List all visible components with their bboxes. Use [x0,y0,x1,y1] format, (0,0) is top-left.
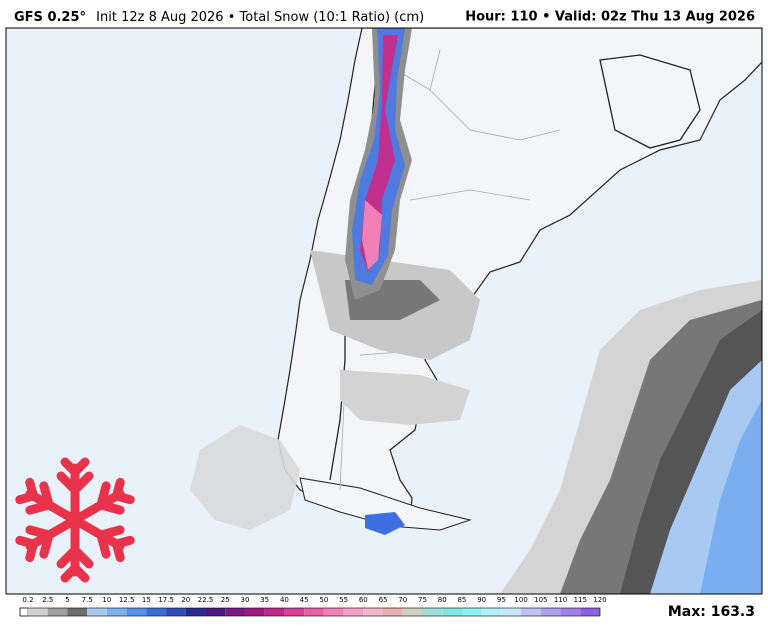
colorbar-swatch [284,608,305,616]
colorbar-swatch [28,608,48,616]
colorbar-swatch [205,608,226,616]
colorbar-swatch [521,608,541,616]
colorbar-label: 100 [514,596,527,604]
colorbar-swatch [540,608,561,616]
snowflake-icon [18,457,132,578]
colorbar-label: 5 [65,596,69,604]
colorbar-label: 110 [554,596,567,604]
colorbar-label: 35 [260,596,269,604]
colorbar-label: 40 [280,596,289,604]
colorbar-label: 70 [398,596,407,604]
colorbar-label: 20 [181,596,190,604]
colorbar-swatch [185,608,206,616]
colorbar-swatch [501,608,522,616]
colorbar-swatch [383,608,403,616]
colorbar-swatch [19,607,29,617]
colorbar-swatch [304,608,324,616]
map-frame [5,27,763,595]
colorbar-swatch [461,608,482,616]
snow-shading [190,28,762,594]
colorbar-label: 95 [497,596,506,604]
colorbar-label: 60 [359,596,368,604]
uruguay [599,54,701,149]
colorbar-label: 75 [418,596,427,604]
valid-time: Hour: 110 • Valid: 02z Thu 13 Aug 2026 [465,10,755,25]
colorbar-label: 30 [241,596,250,604]
colorbar-label: 12.5 [119,596,135,604]
map [6,28,762,594]
colorbar-swatch [402,608,423,616]
colorbar-label: 10 [102,596,111,604]
init-info: Init 12z 8 Aug 2026 • Total Snow (10:1 R… [96,10,424,25]
colorbar-label: 65 [379,596,388,604]
colorbar-label: 25 [221,596,230,604]
colorbar-swatch [244,608,265,616]
colorbar-label: 105 [534,596,547,604]
colorbar-label: 2.5 [42,596,53,604]
colorbar-swatch [126,608,147,616]
colorbar-label: 15 [142,596,151,604]
colorbar-label: 50 [319,596,328,604]
colorbar-swatch [146,608,167,616]
colorbar-swatch [580,608,600,616]
colorbar: 0.2 2.5 5 7.5 10 12.5 15 17.5 20 22.5 25 30 35 40 45 50… [19,596,607,617]
colorbar-label: 7.5 [82,596,93,604]
colorbar-swatch [106,608,127,616]
colorbar-swatch [87,608,107,616]
colorbar-swatch [67,608,88,616]
colorbar-swatch [225,608,245,616]
colorbar-label: 115 [574,596,587,604]
colorbar-label: 80 [438,596,447,604]
colorbar-swatch [481,608,502,616]
colorbar-label: 17.5 [158,596,174,604]
colorbar-swatch [343,608,364,616]
colorbar-label: 45 [300,596,309,604]
colorbar-label: 85 [457,596,466,604]
colorbar-swatch [323,608,344,616]
province-borders [339,49,561,491]
colorbar-label: 90 [477,596,486,604]
model: GFS 0.25° [14,10,86,25]
colorbar-swatch [264,608,285,616]
colorbar-label: 55 [339,596,348,604]
colorbar-swatch [166,608,186,616]
colorbar-swatch [422,608,443,616]
max-value: Max: 163.3 [668,604,755,620]
tierra-del-fuego [299,477,472,531]
colorbar-label: 120 [593,596,606,604]
colorbar-frame [19,607,601,617]
colorbar-swatch [442,608,462,616]
colorbar-swatch [363,608,384,616]
colorbar-label: 22.5 [198,596,214,604]
colorbar-swatch [47,608,68,616]
colorbar-label: 0.2 [22,596,33,604]
colorbar-swatch [560,608,581,616]
title: GFS 0.25° Init 12z 8 Aug 2026 • Total Sn… [14,10,424,25]
